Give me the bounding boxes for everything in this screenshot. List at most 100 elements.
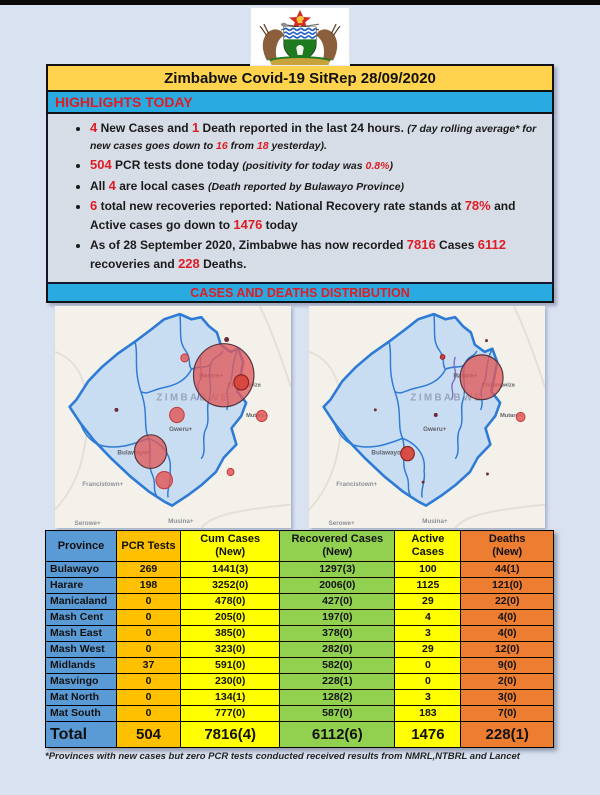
coat-of-arms-container — [0, 7, 600, 66]
value-cell: 504 — [115, 721, 182, 749]
column-header: Recovered Cases (New) — [279, 530, 396, 563]
value-cell: 197(0) — [279, 609, 396, 627]
table-row: Masvingo 0 230(0) 228(1) 0 2(0) — [45, 673, 554, 691]
stats-table-head-row: Province PCR Tests Cum Cases (New) Recovered… — [45, 530, 554, 563]
table-row: Mash East 0 385(0) 378(0) 3 4(0) — [45, 625, 554, 643]
top-border-strip — [0, 0, 600, 5]
highlights-header-label: HIGHLIGHTS TODAY — [55, 94, 193, 110]
value-cell: 0 — [115, 705, 182, 723]
map-place-label: Musina+ — [422, 518, 448, 525]
value-cell: 7816(4) — [180, 721, 281, 749]
value-cell: 134(1) — [180, 689, 281, 707]
value-cell: 587(0) — [279, 705, 396, 723]
value-cell: 0 — [115, 641, 182, 659]
case-bubble — [114, 408, 119, 413]
value-cell: 7(0) — [460, 705, 554, 723]
total-row: Total 504 7816(4) 6112(6) 1476 228(1) — [45, 721, 554, 749]
table-row: Mash West 0 323(0) 282(0) 29 12(0) — [45, 641, 554, 659]
value-cell: 1441(3) — [180, 561, 281, 579]
province-cell: Mat South — [45, 705, 117, 723]
case-bubble — [255, 410, 268, 423]
highlights-body: 4 New Cases and 1 Death reported in the … — [46, 114, 554, 285]
province-stats-section: Province PCR Tests Cum Cases (New) Recovered… — [45, 530, 554, 749]
value-cell: 427(0) — [279, 593, 396, 611]
value-cell: 0 — [115, 673, 182, 691]
map-place-label: Musina+ — [168, 518, 194, 525]
province-cell: Harare — [45, 577, 117, 595]
value-cell: 777(0) — [180, 705, 281, 723]
maps-row: ZIMBABWEHarare+ChitungwizaGweru+Mutare+B… — [55, 306, 545, 529]
column-header: PCR Tests — [115, 530, 182, 563]
value-cell: 198 — [115, 577, 182, 595]
value-cell: 3 — [394, 689, 462, 707]
value-cell: 269 — [115, 561, 182, 579]
case-bubble — [373, 408, 377, 412]
case-bubble — [155, 471, 173, 490]
province-cell: Manicaland — [45, 593, 117, 611]
column-header: Deaths (New) — [460, 530, 554, 563]
value-cell: 228(1) — [460, 721, 554, 749]
new-cases-map: ZIMBABWEHarare+ChitungwizaGweru+Mutare+B… — [309, 306, 545, 529]
value-cell: 4 — [394, 609, 462, 627]
value-cell: 3 — [394, 625, 462, 643]
province-cell: Mat North — [45, 689, 117, 707]
province-cell: Mash West — [45, 641, 117, 659]
value-cell: 183 — [394, 705, 462, 723]
map-place-label: ZIMBABWE — [410, 393, 483, 404]
province-cell: Bulawayo — [45, 561, 117, 579]
case-bubble — [226, 468, 235, 477]
value-cell: 1476 — [394, 721, 462, 749]
table-row: Bulawayo 269 1441(3) 1297(3) 100 44(1) — [45, 561, 554, 579]
province-cell: Masvingo — [45, 673, 117, 691]
map-place-label: Serowe+ — [75, 520, 101, 527]
province-stats-table: Province PCR Tests Cum Cases (New) Recovered… — [45, 530, 554, 749]
value-cell: 29 — [394, 641, 462, 659]
value-cell: 591(0) — [180, 657, 281, 675]
column-header: Active Cases — [394, 530, 462, 563]
value-cell: 37 — [115, 657, 182, 675]
report-title: Zimbabwe Covid-19 SitRep 28/09/2020 — [164, 69, 436, 87]
value-cell: 0 — [115, 689, 182, 707]
table-row: Midlands 37 591(0) 582(0) 0 9(0) — [45, 657, 554, 675]
value-cell: 9(0) — [460, 657, 554, 675]
table-row: Mat South 0 777(0) 587(0) 183 7(0) — [45, 705, 554, 723]
value-cell: 1125 — [394, 577, 462, 595]
map-place-label: Bulawayo+ — [371, 450, 404, 457]
table-row: Harare 198 3252(0) 2006(0) 1125 121(0) — [45, 577, 554, 595]
value-cell: 0 — [394, 657, 462, 675]
value-cell: 3(0) — [460, 689, 554, 707]
case-bubble — [180, 353, 190, 363]
case-bubble — [233, 374, 250, 391]
value-cell: 4(0) — [460, 609, 554, 627]
value-cell: 12(0) — [460, 641, 554, 659]
case-bubble — [459, 354, 504, 401]
value-cell: 385(0) — [180, 625, 281, 643]
value-cell: 29 — [394, 593, 462, 611]
value-cell: 0 — [115, 625, 182, 643]
map-place-label: Gweru+ — [423, 426, 447, 433]
value-cell: 4(0) — [460, 625, 554, 643]
value-cell: 128(2) — [279, 689, 396, 707]
distribution-header-label: CASES AND DEATHS DISTRIBUTION — [190, 285, 410, 300]
case-circles — [114, 337, 268, 490]
map-place-label: Francistown+ — [336, 481, 377, 488]
value-cell: 230(0) — [180, 673, 281, 691]
coat-of-arms-graphic — [259, 9, 341, 65]
map-place-label: Mutare+ — [500, 413, 522, 419]
value-cell: 2(0) — [460, 673, 554, 691]
map-place-label: Gweru+ — [169, 426, 193, 433]
province-cell: Mash Cent — [45, 609, 117, 627]
value-cell: 22(0) — [460, 593, 554, 611]
highlight-bullet: 4 New Cases and 1 Death reported in the … — [90, 119, 544, 154]
value-cell: 582(0) — [279, 657, 396, 675]
table-footnote: *Provinces with new cases but zero PCR t… — [45, 751, 520, 763]
value-cell: 100 — [394, 561, 462, 579]
value-cell: 378(0) — [279, 625, 396, 643]
case-bubble — [224, 337, 230, 343]
zimbabwe-outline — [322, 313, 502, 508]
case-bubble — [400, 446, 415, 462]
case-bubble — [439, 354, 446, 361]
column-header: Province — [45, 530, 117, 563]
value-cell: 2006(0) — [279, 577, 396, 595]
value-cell: 0 — [115, 593, 182, 611]
